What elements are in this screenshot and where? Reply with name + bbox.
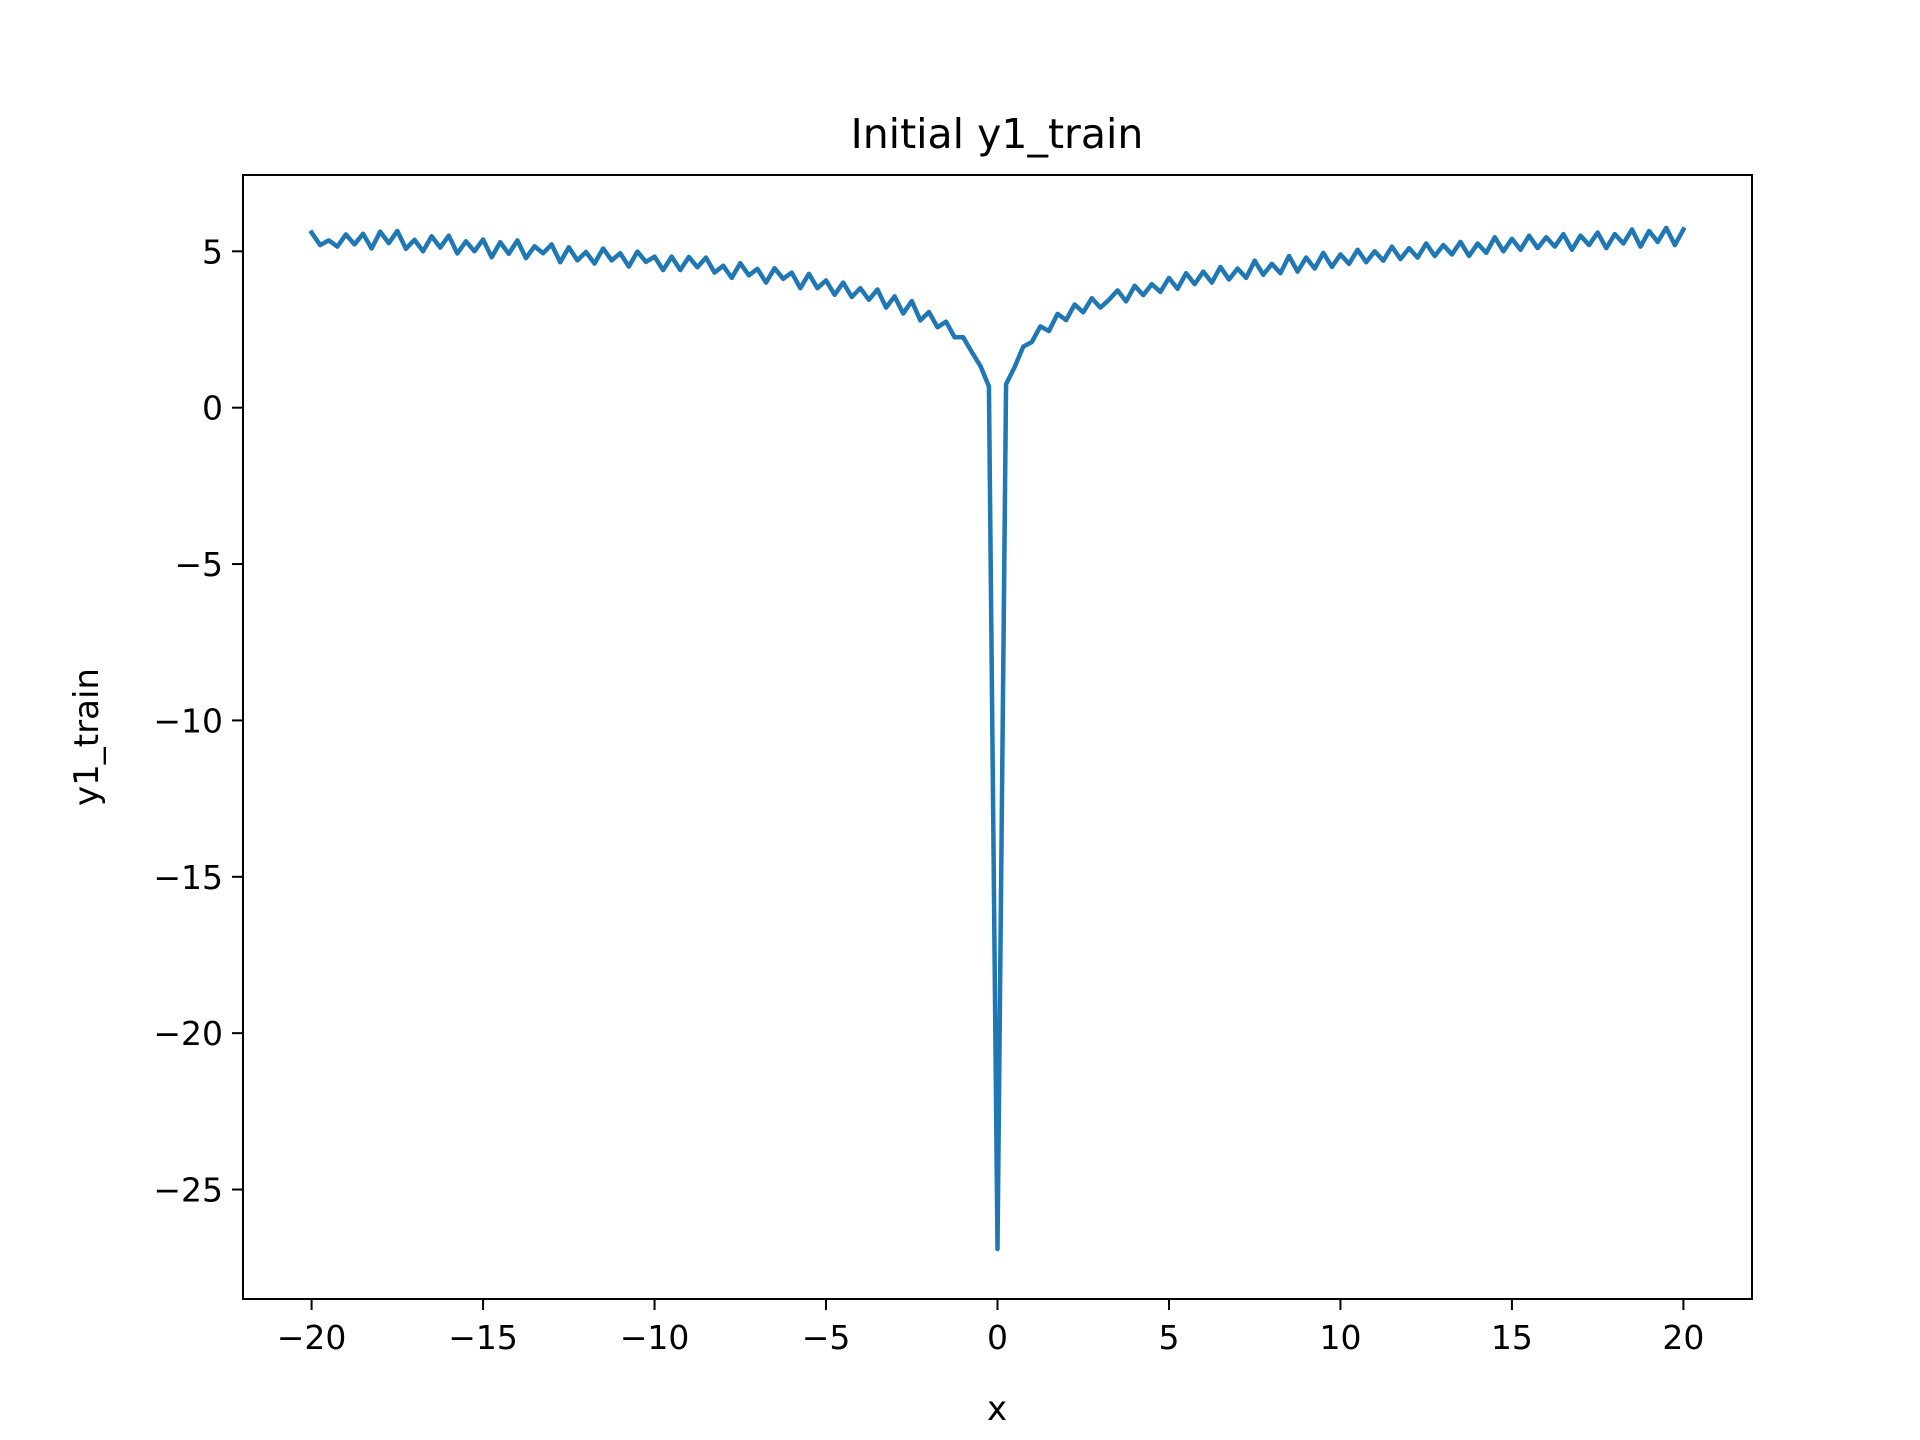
y-tick-label: −10 [153,701,223,740]
x-tick-label: 15 [1491,1318,1533,1357]
x-tick-label: 5 [1158,1318,1179,1357]
y-tick-label: −15 [153,858,223,897]
x-tick-label: 10 [1319,1318,1361,1357]
y-tick-label: 5 [202,232,223,271]
x-tick-label: −20 [277,1318,347,1357]
y-tick-label: 0 [202,389,223,428]
x-tick-label: 20 [1662,1318,1704,1357]
chart-title: Initial y1_train [851,110,1144,158]
axes-frame [242,174,1753,1300]
x-tick-label: −15 [448,1318,518,1357]
y-axis-label: y1_train [67,668,107,806]
x-tick-label: −5 [802,1318,851,1357]
x-axis-label: x [987,1389,1007,1429]
data-line [308,225,1687,1252]
y-tick-label: −25 [153,1171,223,1210]
y-tick-label: −20 [153,1014,223,1053]
x-tick-label: 0 [987,1318,1008,1357]
y-tick-label: −5 [174,545,223,584]
x-tick-label: −10 [620,1318,690,1357]
